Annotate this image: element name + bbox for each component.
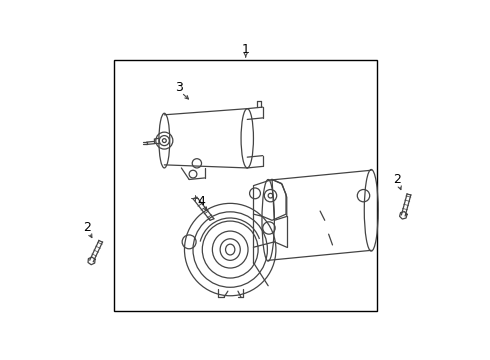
Bar (114, 60, 377, 311)
Text: 1: 1 (242, 43, 249, 56)
Text: 2: 2 (83, 221, 91, 234)
Text: 3: 3 (175, 81, 183, 94)
Text: 2: 2 (393, 173, 401, 186)
Text: 4: 4 (197, 194, 205, 208)
